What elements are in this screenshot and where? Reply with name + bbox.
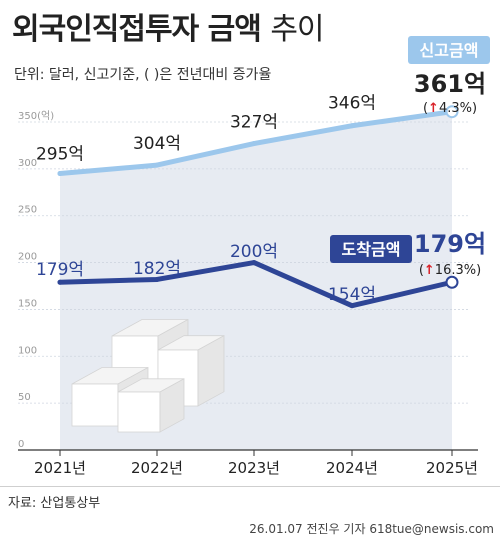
credit-line: 26.01.07 전진우 기자 618tue@newsis.com: [249, 522, 494, 536]
reported-data-label: 327억: [230, 113, 278, 133]
arrived-growth-label: (↑16.3%): [419, 263, 481, 278]
footer-divider: [0, 486, 500, 487]
y-tick-label: 100: [18, 345, 37, 356]
reported-end-marker: [445, 105, 459, 119]
arrived-point: [57, 279, 63, 285]
y-tick-label: 150: [18, 298, 37, 309]
unit-note: 단위: 달러, 신고기준, ( )은 전년대비 증가율: [14, 67, 272, 83]
arrived-point: [349, 303, 355, 309]
arrived-data-label: 182억: [133, 259, 181, 279]
x-tick-label: 2023년: [228, 459, 280, 477]
arrived-up-arrow-icon: ↑: [424, 263, 435, 278]
reported-legend-badge: [408, 36, 490, 64]
arrived-growth-text: (↑16.3%): [419, 263, 481, 278]
arrived-last-data-label: 179억: [414, 230, 486, 258]
reported-last-data-label: 361억: [414, 70, 486, 98]
arrived-data-label: 179억: [36, 260, 84, 280]
y-tick-label: 50: [18, 392, 31, 403]
y-tick-label: 250: [18, 205, 37, 216]
reported-data-label: 304억: [133, 134, 181, 154]
reported-growth-label: (↑4.3%): [423, 101, 477, 116]
stack-front-right-side: [159, 378, 185, 433]
arrived-end-marker: [445, 275, 459, 289]
reported-data-label: 295억: [36, 145, 84, 165]
stack-front-left-front: [71, 383, 119, 427]
x-tick-label: 2022년: [131, 459, 183, 477]
reported-point: [57, 171, 63, 177]
x-tick-label: 2025년: [426, 459, 478, 477]
y-tick-label: 200: [18, 252, 37, 263]
reported-up-arrow-icon: ↑: [428, 101, 439, 116]
x-tick-label: 2024년: [326, 459, 378, 477]
reported-point: [251, 141, 257, 147]
reported-growth-open-paren: (: [423, 101, 428, 116]
arrived-point: [154, 276, 160, 282]
source-note: 자료: 산업통상부: [8, 496, 101, 511]
reported-data-label: 346억: [328, 94, 376, 114]
reported-growth-text: (↑4.3%): [423, 101, 477, 116]
arrived-point: [251, 260, 257, 266]
money-stack-icon: [71, 318, 225, 433]
page-title: 외국인직접투자 금액 추이: [12, 4, 325, 48]
arrived-data-label: 154억: [328, 285, 376, 305]
y-tick-label: 350(억): [18, 110, 54, 122]
title-bold: 외국인직접투자 금액: [12, 12, 262, 47]
y-tick-label: 300: [18, 158, 37, 169]
title-light: 추이: [270, 12, 324, 47]
stack-front-right-front: [117, 391, 161, 433]
arrived-legend-label: 도착금액: [342, 240, 401, 259]
arrived-growth-value: 16.3%): [435, 263, 481, 278]
arrived-growth-open-paren: (: [419, 263, 424, 278]
arrived-legend-badge: [330, 235, 412, 263]
arrived-data-label: 200억: [230, 242, 278, 262]
reported-growth-value: 4.3%): [439, 101, 477, 116]
stack-back-right-side: [197, 335, 225, 407]
reported-point: [349, 123, 355, 129]
reported-legend-label: 신고금액: [420, 41, 479, 60]
reported-point: [154, 162, 160, 168]
x-tick-label: 2021년: [34, 459, 86, 477]
y-tick-label: 0: [18, 439, 24, 450]
